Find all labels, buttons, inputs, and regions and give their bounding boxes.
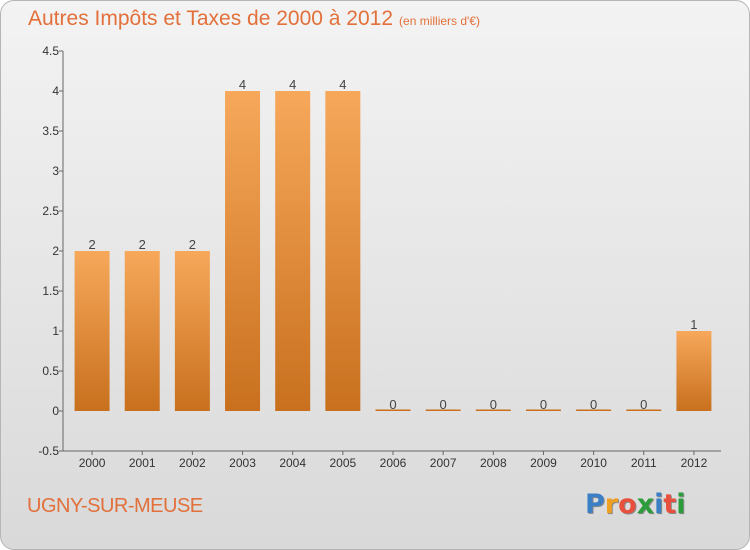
x-tick-label: 2006	[380, 456, 407, 470]
data-label-2006: 0	[389, 397, 396, 412]
data-label-2012: 1	[690, 317, 697, 332]
logo-letter: t	[663, 489, 677, 520]
x-tick-label: 2007	[430, 456, 457, 470]
data-label-2004: 4	[289, 77, 296, 92]
data-label-2003: 4	[239, 77, 246, 92]
x-tick-label: 2012	[681, 456, 708, 470]
bar-2010	[576, 409, 612, 411]
x-tick-label: 2010	[580, 456, 607, 470]
logo-letter: o	[618, 489, 637, 520]
y-tick-label: 0	[52, 404, 59, 418]
bar-2004	[275, 91, 311, 411]
logo-letter: x	[636, 489, 655, 520]
data-label-2008: 0	[490, 397, 497, 412]
y-tick-label: 2	[52, 244, 59, 258]
chart-title-text: Autres Impôts et Taxes de 2000 à 2012	[28, 7, 394, 30]
data-label-2000: 2	[88, 237, 95, 252]
data-label-2001: 2	[139, 237, 146, 252]
y-tick-label: 3	[52, 164, 59, 178]
y-tick-label: 3.5	[42, 124, 59, 138]
chart-title: Autres Impôts et Taxes de 2000 à 2012 (en…	[28, 7, 480, 31]
chart-bars	[74, 91, 712, 411]
chart-subtitle: (en milliers d'€)	[399, 14, 481, 28]
data-label-2009: 0	[540, 397, 547, 412]
x-tick-label: 2002	[179, 456, 206, 470]
bar-2001	[124, 251, 160, 411]
bar-2007	[425, 409, 461, 411]
x-tick-label: 2009	[530, 456, 557, 470]
bar-2006	[375, 409, 411, 411]
x-tick-label: 2005	[329, 456, 356, 470]
x-tick-label: 2008	[480, 456, 507, 470]
bar-2012	[676, 331, 712, 411]
logo-letter: P	[585, 489, 605, 520]
bar-2000	[74, 251, 110, 411]
data-label-2002: 2	[189, 237, 196, 252]
y-tick-label: -0.5	[38, 444, 59, 458]
y-tick-label: 4	[52, 84, 59, 98]
chart-labels: 2 2 2 4 4 4 0 0 0 0 0 0 1	[88, 77, 697, 412]
data-label-2007: 0	[440, 397, 447, 412]
proxiti-logo: Proxiti	[585, 489, 686, 520]
bar-2011	[626, 409, 662, 411]
x-tick-label: 2000	[79, 456, 106, 470]
bar-2008	[475, 409, 511, 411]
y-tick-label: 0.5	[42, 364, 59, 378]
y-tick-label: 2.5	[42, 204, 59, 218]
data-label-2010: 0	[590, 397, 597, 412]
logo-letter: i	[676, 489, 686, 520]
data-label-2005: 4	[339, 77, 346, 92]
logo-letter: r	[604, 489, 619, 520]
data-label-2011: 0	[640, 397, 647, 412]
bar-2002	[174, 251, 210, 411]
logo-letter: i	[654, 489, 664, 520]
y-tick-label: 4.5	[42, 44, 59, 58]
x-tick-label: 2004	[279, 456, 306, 470]
y-tick-label: 1	[52, 324, 59, 338]
x-tick-label: 2003	[229, 456, 256, 470]
commune-name: UGNY-SUR-MEUSE	[27, 495, 203, 517]
bar-2003	[225, 91, 261, 411]
y-tick-label: 1.5	[42, 284, 59, 298]
x-tick-label: 2001	[129, 456, 156, 470]
x-tick-label: 2011	[631, 456, 657, 470]
bar-2005	[325, 91, 361, 411]
bar-2009	[525, 409, 561, 411]
